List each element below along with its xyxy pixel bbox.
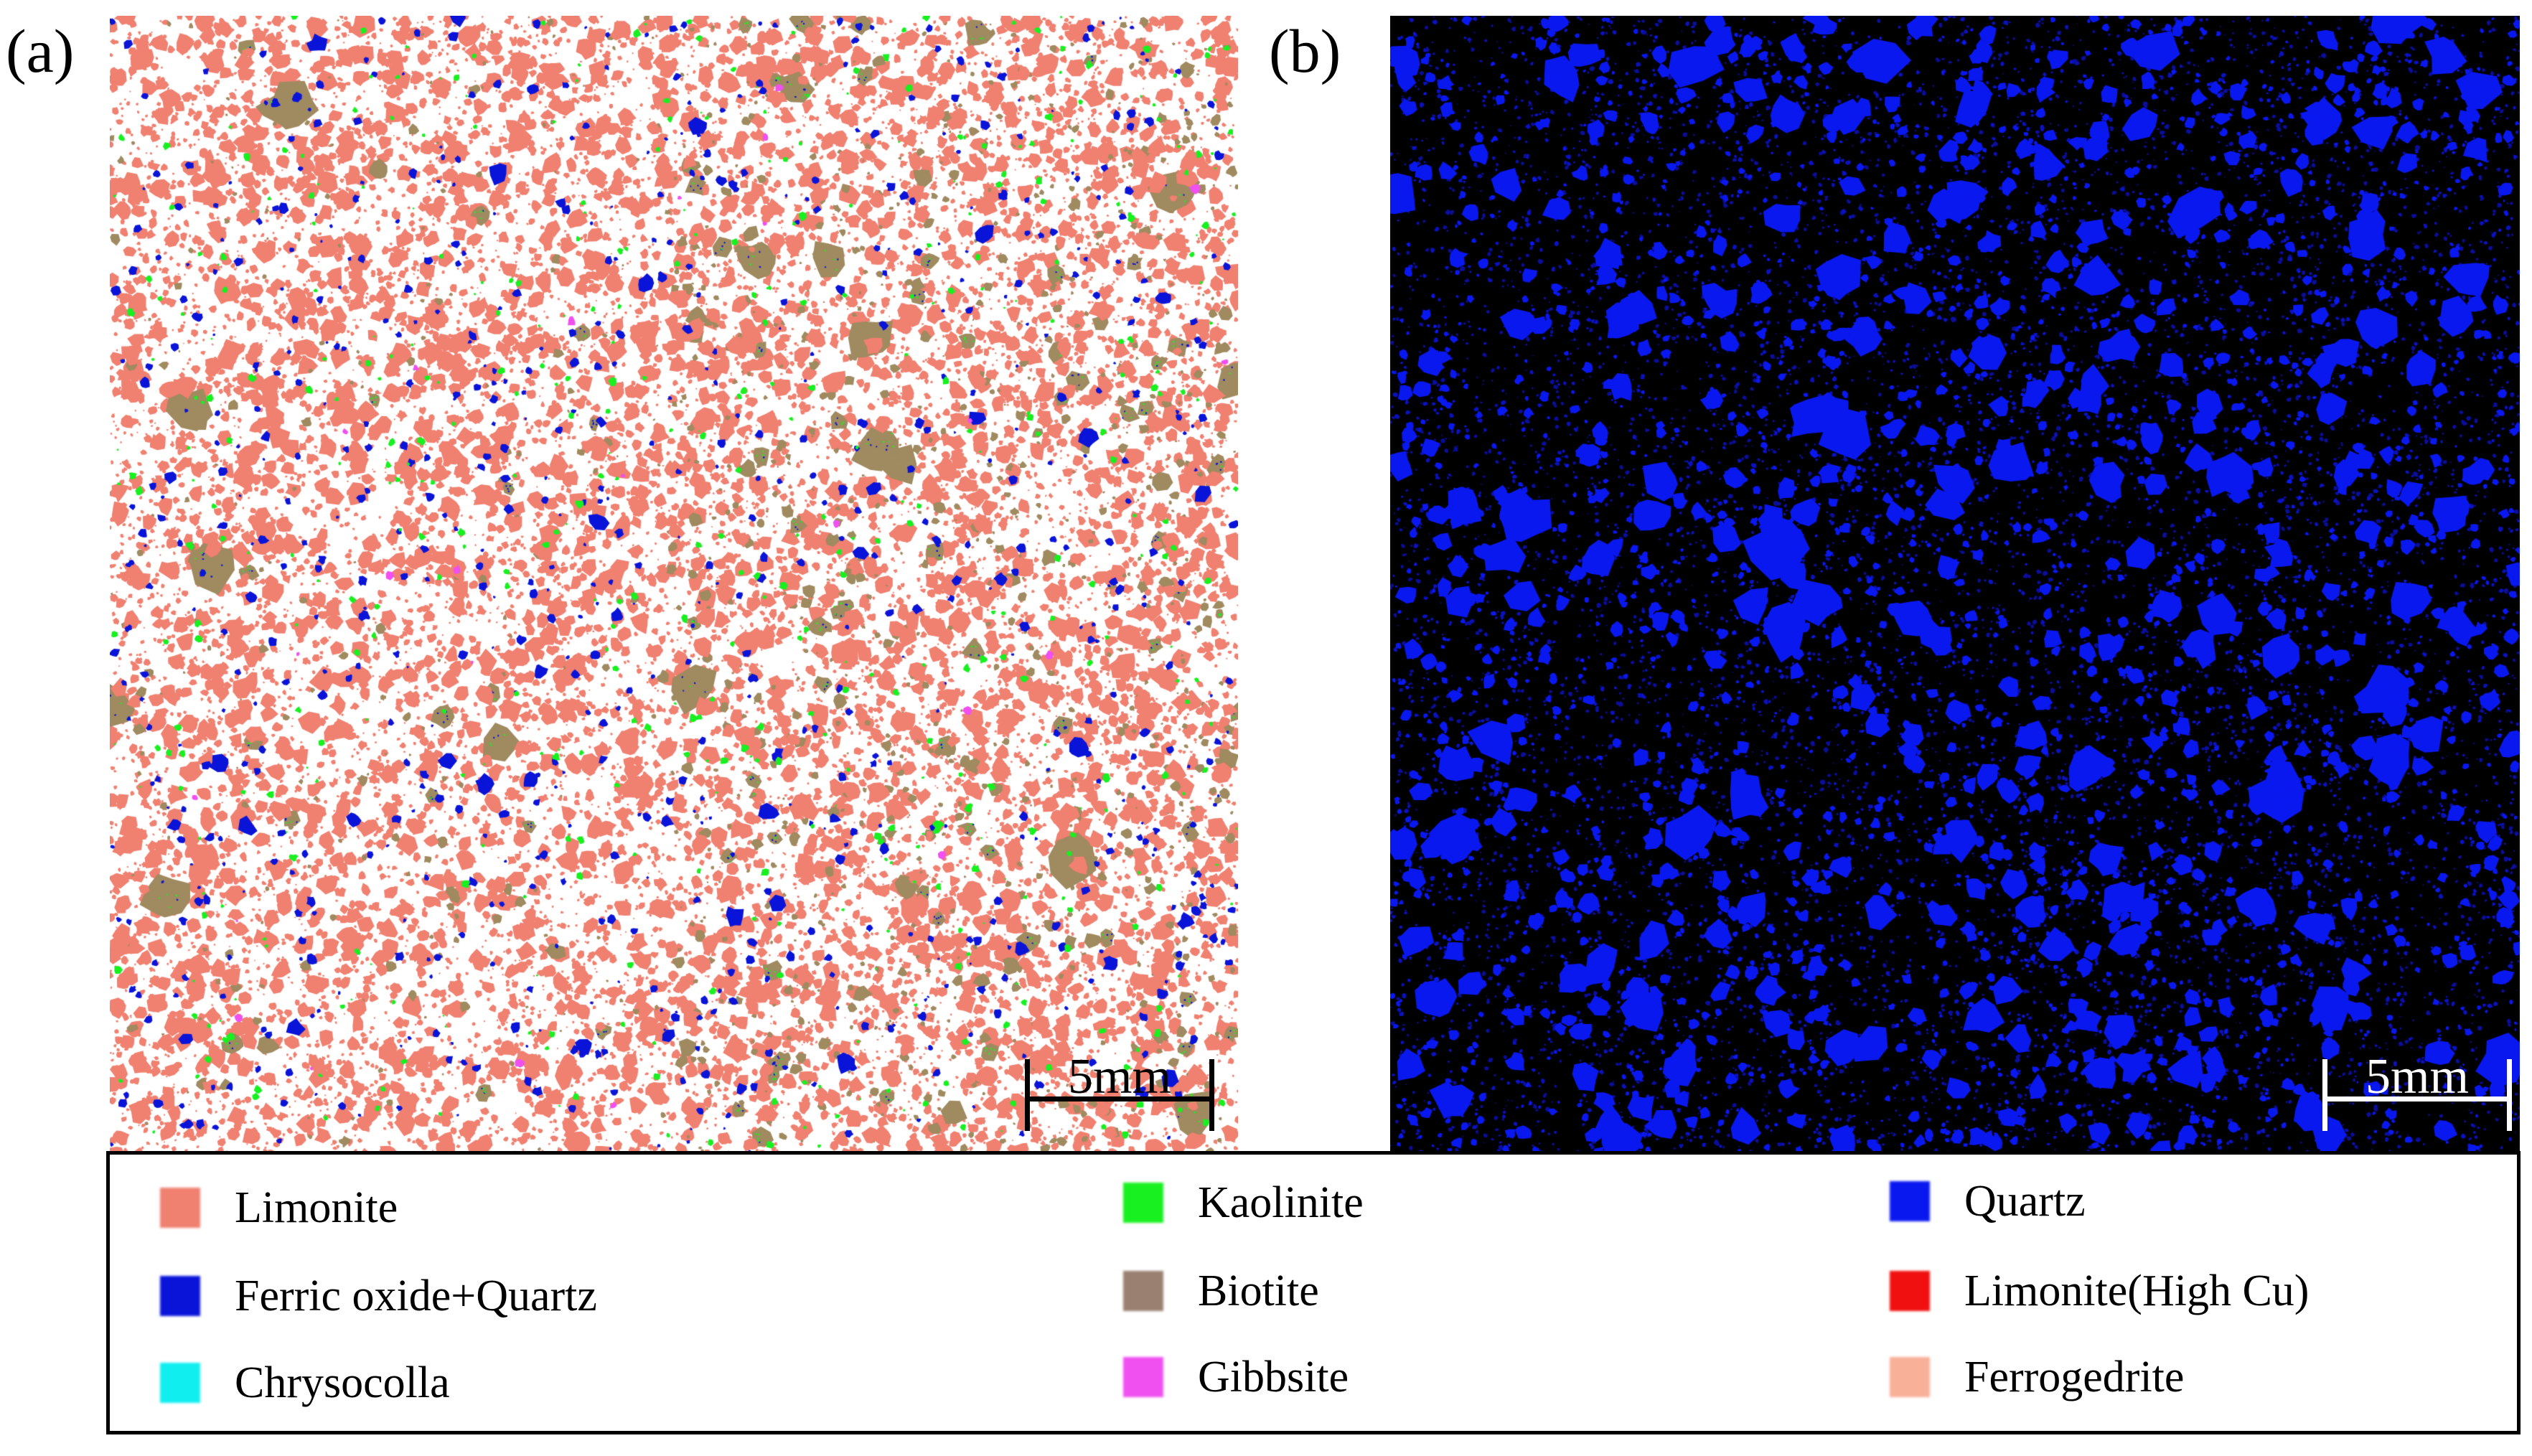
legend-item-quartz: Quartz (1890, 1173, 2086, 1230)
mineral-map-b (1390, 16, 2520, 1155)
quartz-swatch (1890, 1181, 1930, 1221)
gibbsite-swatch (1123, 1357, 1163, 1397)
mineral-legend: Limonite Ferric oxide+Quartz Chrysocolla… (106, 1151, 2521, 1434)
legend-label: Chrysocolla (235, 1358, 450, 1407)
legend-item-limonite: Limonite (160, 1179, 398, 1236)
scale-bar-a-text: 5mm (1068, 1049, 1171, 1104)
scale-bar-b-tick-right (2507, 1059, 2512, 1131)
legend-item-ferrogedrite: Ferrogedrite (1890, 1348, 2184, 1406)
legend-label: Kaolinite (1198, 1178, 1364, 1227)
scale-bar-a-line (1025, 1096, 1214, 1102)
legend-label: Limonite (235, 1183, 398, 1232)
legend-item-gibbsite: Gibbsite (1123, 1348, 1349, 1406)
legend-item-biotite: Biotite (1123, 1262, 1319, 1320)
limonite-high-cu-swatch (1890, 1271, 1930, 1311)
legend-item-limonite-high-cu: Limonite(High Cu) (1890, 1262, 2309, 1320)
scale-bar-b-text: 5mm (2365, 1049, 2469, 1104)
legend-label: Ferrogedrite (1964, 1352, 2185, 1401)
scale-bar-a-tick-right (1209, 1059, 1214, 1131)
scale-bar-b: 5mm (2322, 1052, 2512, 1132)
kaolinite-swatch (1123, 1183, 1163, 1223)
legend-item-kaolinite: Kaolinite (1123, 1174, 1364, 1231)
ferrogedrite-swatch (1890, 1357, 1930, 1397)
legend-label: Limonite(High Cu) (1964, 1266, 2310, 1315)
limonite-swatch (160, 1188, 200, 1228)
scale-bar-a-tick-left (1025, 1059, 1030, 1131)
legend-label: Biotite (1198, 1266, 1319, 1315)
legend-item-chrysocolla: Chrysocolla (160, 1354, 450, 1412)
scale-bar-a: 5mm (1025, 1052, 1214, 1132)
ferric-oxide-quartz-swatch (160, 1276, 200, 1316)
panel-a-label: (a) (6, 17, 75, 85)
mineral-map-a (110, 16, 1238, 1155)
legend-label: Quartz (1964, 1176, 2086, 1226)
scale-bar-b-tick-left (2322, 1059, 2327, 1131)
biotite-swatch (1123, 1271, 1163, 1311)
scale-bar-b-line (2322, 1096, 2512, 1102)
legend-item-ferric-oxide-quartz: Ferric oxide+Quartz (160, 1267, 597, 1325)
chrysocolla-swatch (160, 1363, 200, 1403)
legend-label: Gibbsite (1198, 1352, 1349, 1401)
panel-b-label: (b) (1269, 17, 1341, 85)
legend-label: Ferric oxide+Quartz (235, 1271, 597, 1320)
